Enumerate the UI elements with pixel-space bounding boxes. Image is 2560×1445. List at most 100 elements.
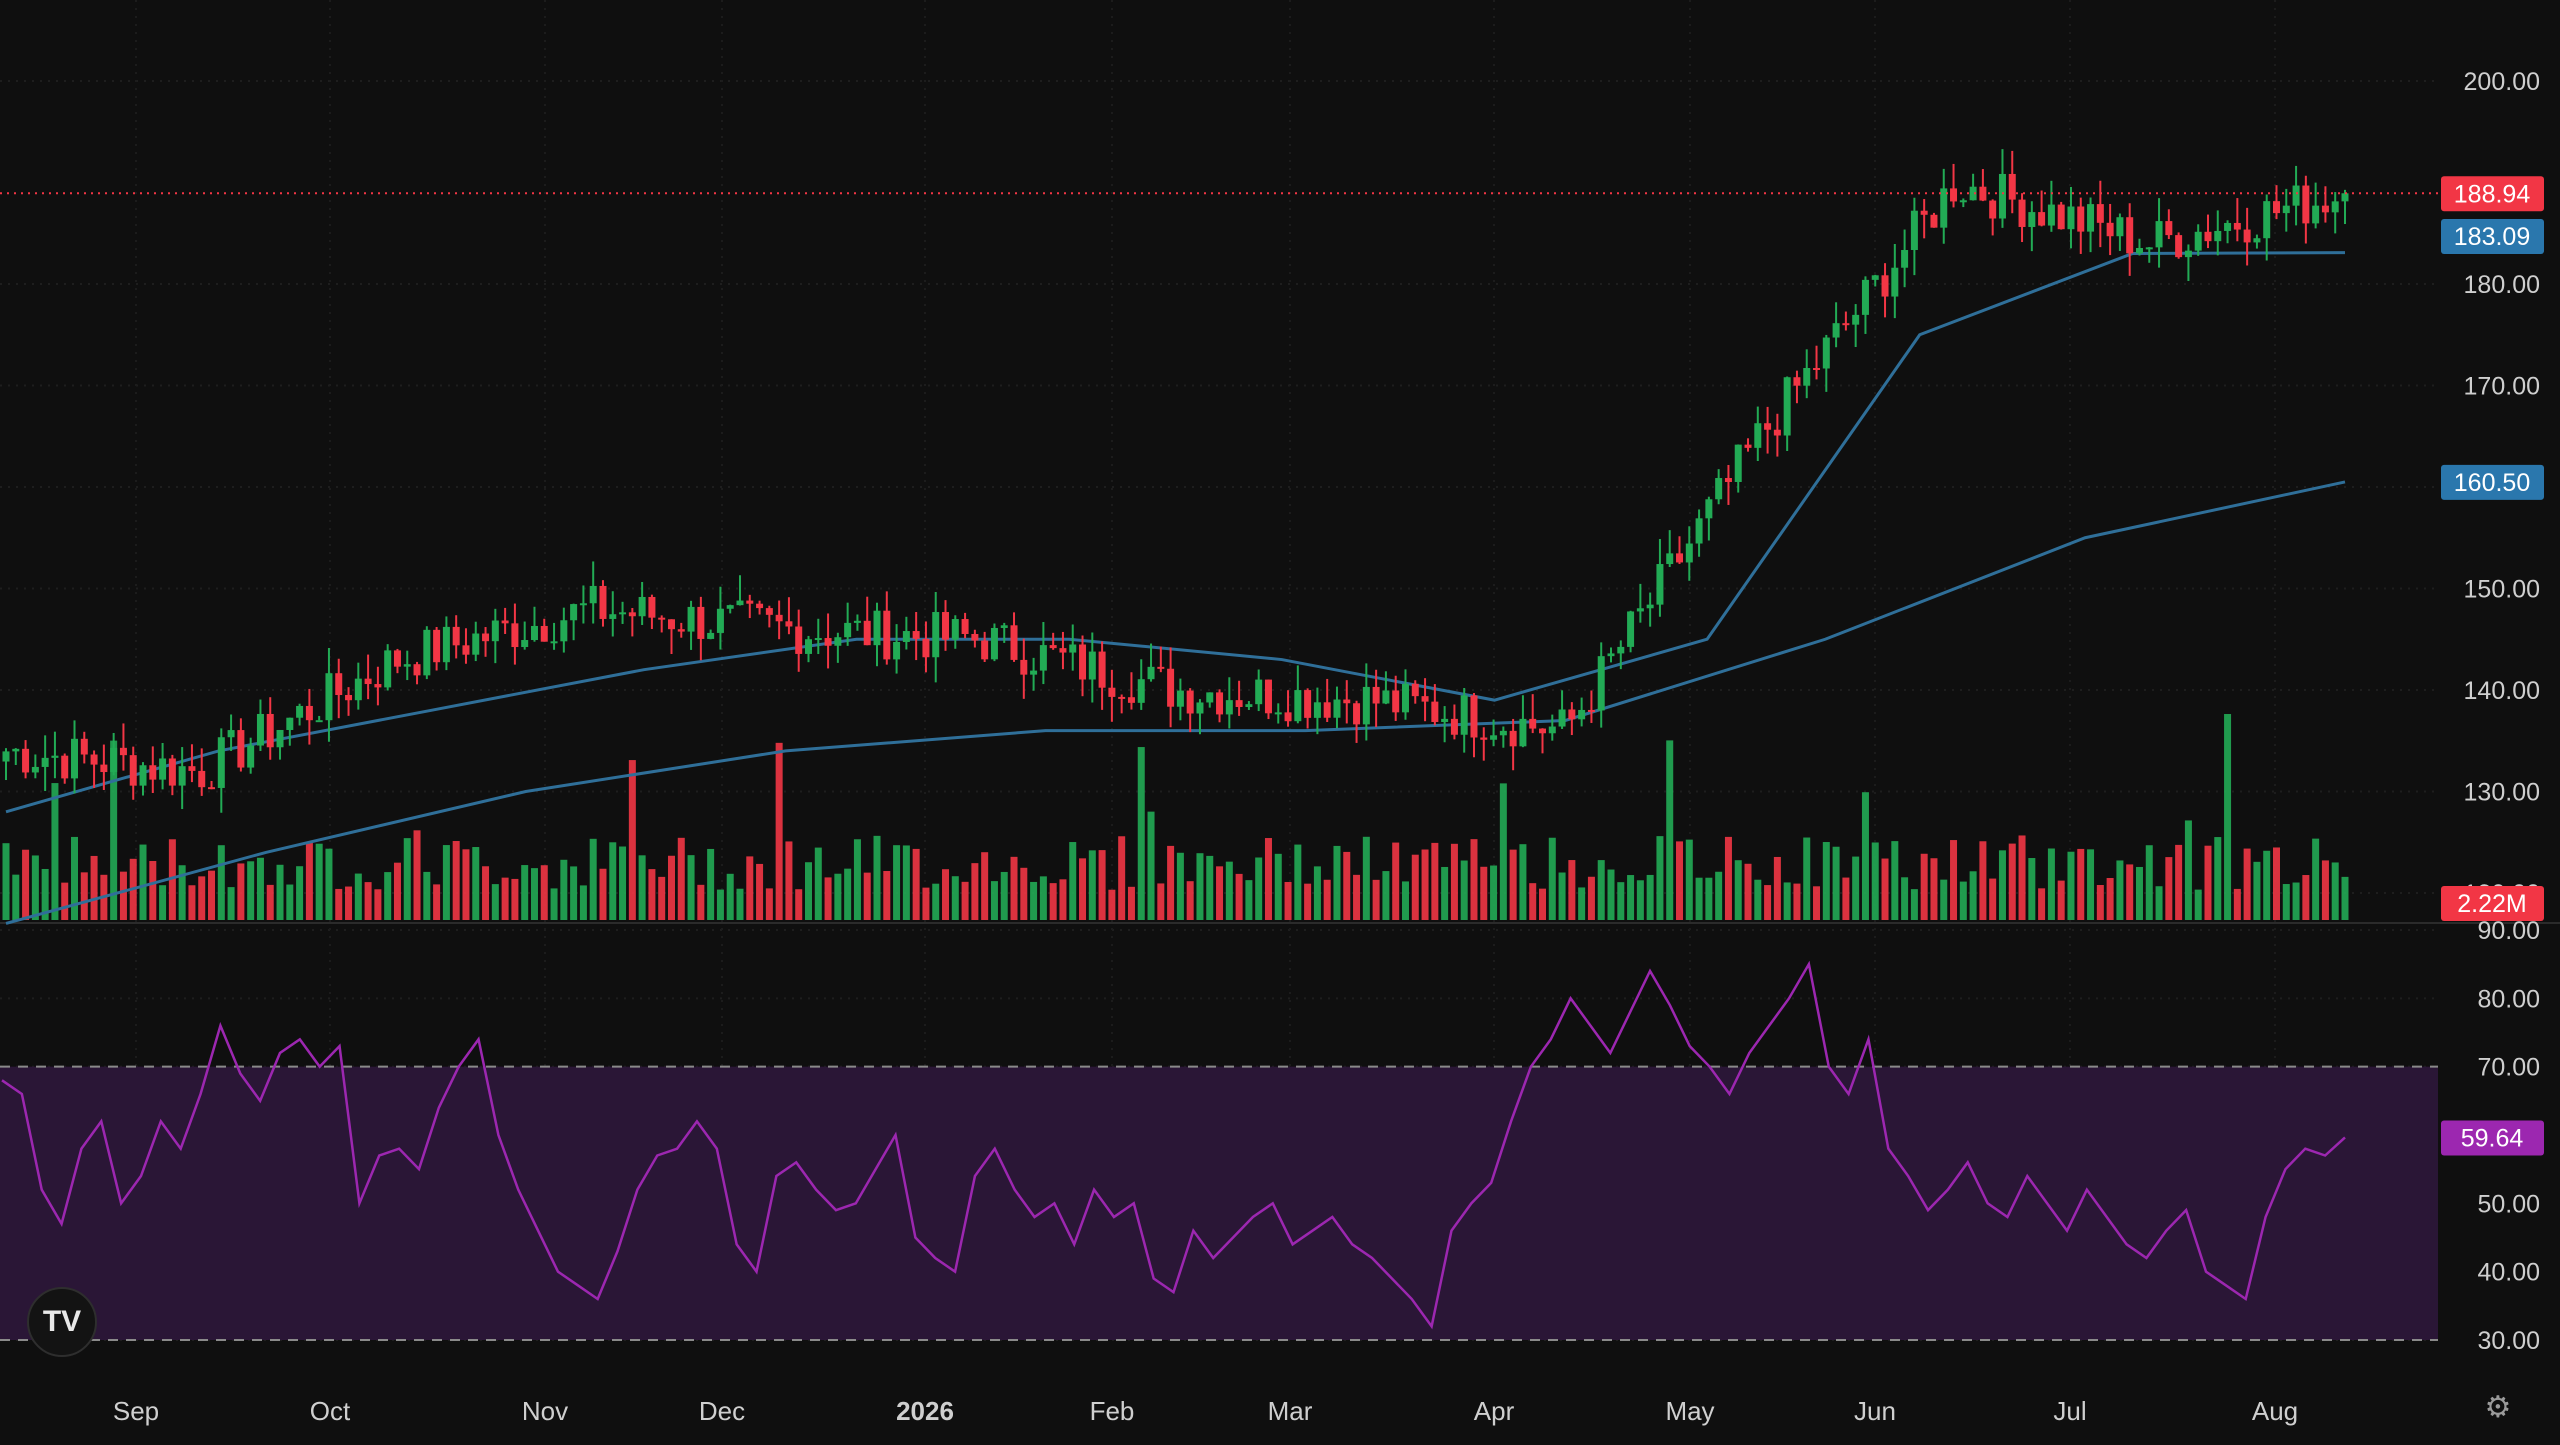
volume-bar xyxy=(981,852,989,920)
volume-bar xyxy=(1470,839,1478,920)
candle-body xyxy=(1274,712,1282,715)
candle-body xyxy=(638,596,646,617)
candle-body xyxy=(619,612,627,615)
time-tick-label: Jun xyxy=(1854,1396,1896,1426)
volume-bar xyxy=(1813,886,1821,920)
candle-body xyxy=(2184,250,2192,258)
candles[interactable] xyxy=(0,149,2438,813)
volume-bar xyxy=(716,889,724,920)
candle-body xyxy=(472,633,480,655)
candle-body xyxy=(1343,699,1351,704)
candle-body xyxy=(1764,423,1772,430)
volume-bar xyxy=(1773,856,1781,920)
volume-bar xyxy=(1852,856,1860,920)
volume-bar xyxy=(1627,875,1635,920)
volume-bar xyxy=(863,872,871,920)
volume-bar xyxy=(452,841,460,920)
volume-bar xyxy=(589,838,597,920)
volume-bar xyxy=(51,783,59,920)
volume-bar xyxy=(1039,876,1047,920)
volume-bar xyxy=(1490,865,1498,920)
rsi-polyline xyxy=(1,960,2346,1330)
candle-body xyxy=(2126,217,2134,254)
tradingview-logo-icon[interactable]: TV xyxy=(27,1287,97,1357)
candle-body xyxy=(325,673,333,721)
volume-bar xyxy=(1734,860,1742,920)
ma-fast-line xyxy=(5,251,2346,814)
candle-body xyxy=(1020,659,1028,675)
candle-body xyxy=(335,673,343,696)
volume-bar xyxy=(1529,883,1537,920)
candle-body xyxy=(2145,247,2153,250)
candle-body xyxy=(403,664,411,667)
candle-body xyxy=(374,684,382,688)
candle-body xyxy=(1813,368,1821,371)
candle-body xyxy=(521,640,529,648)
price-axis[interactable]: 200.00180.00170.00160.00150.00140.00130.… xyxy=(2464,68,2540,1355)
grid-lines xyxy=(0,0,2560,1341)
volume-bar xyxy=(1578,887,1586,920)
volume-badge: 2.22M xyxy=(2457,890,2526,918)
volume-bar xyxy=(1656,836,1664,920)
candle-body xyxy=(805,639,813,654)
volume-bar xyxy=(2145,845,2153,920)
volume-bar xyxy=(315,843,323,920)
volume-bar xyxy=(433,884,441,920)
volume-bar xyxy=(1910,889,1918,920)
volume-bar xyxy=(1587,876,1595,920)
candle-body xyxy=(1959,200,1967,203)
volume-bar xyxy=(1920,853,1928,920)
candle-body xyxy=(971,634,979,641)
candle-body xyxy=(579,603,587,606)
candle-body xyxy=(1411,683,1419,697)
price-tick-label: 180.00 xyxy=(2464,271,2540,299)
candle-body xyxy=(1304,690,1312,718)
volume-bar xyxy=(1568,860,1576,920)
candle-body xyxy=(1069,644,1077,653)
candle-body xyxy=(1245,704,1253,707)
volume-bar xyxy=(31,855,39,920)
volume-bar xyxy=(1499,783,1507,920)
time-tick-label: Feb xyxy=(1090,1396,1135,1426)
volume-bar xyxy=(2028,858,2036,920)
candle-body xyxy=(775,614,783,622)
gear-icon[interactable]: ⚙ xyxy=(2484,1390,2512,1425)
time-axis[interactable]: Sep Oct Nov Dec 2026 Feb Mar Apr May Jun Jul Aug xyxy=(113,1396,2298,1426)
volume-bar xyxy=(1666,740,1674,920)
candle-body xyxy=(2018,199,2026,227)
volume-bar xyxy=(648,869,656,920)
volume-bar xyxy=(208,870,216,920)
candle-body xyxy=(1098,651,1106,688)
candle-body xyxy=(2,751,10,762)
volume-bar xyxy=(599,868,607,920)
candle-body xyxy=(1108,687,1116,697)
volume-bar xyxy=(579,885,587,920)
candle-body xyxy=(110,747,118,773)
volume-bar xyxy=(1480,866,1488,920)
volume-bar xyxy=(2194,889,2202,920)
volume-bar xyxy=(119,871,127,920)
candle-body xyxy=(1480,737,1488,740)
candle-body xyxy=(2272,201,2280,214)
volume-bar xyxy=(2253,861,2261,920)
candle-body xyxy=(129,755,137,786)
volume-bar xyxy=(1382,871,1390,920)
ma-fast-badge-bg xyxy=(2441,219,2544,254)
volume-bar xyxy=(726,873,734,920)
candle-body xyxy=(1617,646,1625,654)
volume-bar xyxy=(2341,876,2349,920)
candle-body xyxy=(315,720,323,723)
volume-bar xyxy=(667,855,675,920)
volume-bar xyxy=(1617,882,1625,920)
volume-bar xyxy=(325,848,333,920)
candle-body xyxy=(2243,229,2251,243)
volume-bar xyxy=(1509,849,1517,920)
volume-bar xyxy=(1519,844,1527,920)
candle-body xyxy=(413,664,421,676)
last-price-badge-bg xyxy=(2441,176,2544,212)
volume-bar xyxy=(217,845,225,920)
volume-bar xyxy=(80,872,88,920)
volume-bar xyxy=(2126,864,2134,920)
